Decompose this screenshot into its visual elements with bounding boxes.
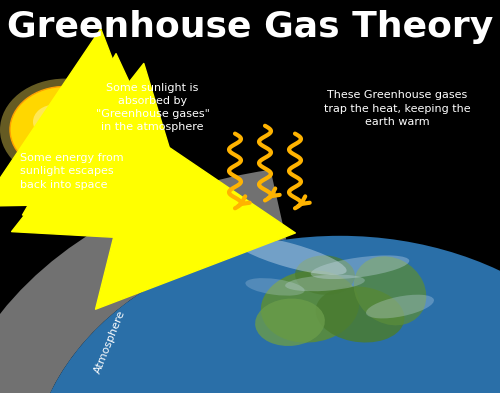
Text: Atmosphere: Atmosphere	[92, 309, 128, 375]
Circle shape	[30, 236, 500, 393]
Ellipse shape	[285, 275, 365, 291]
Ellipse shape	[366, 295, 434, 318]
Text: Greenhouse Gas Theory: Greenhouse Gas Theory	[7, 10, 493, 44]
Text: Some sunlight is
absorbed by
"Greenhouse gases"
in the atmosphere: Some sunlight is absorbed by "Greenhouse…	[96, 83, 210, 132]
Wedge shape	[0, 170, 286, 393]
Ellipse shape	[246, 278, 304, 296]
Circle shape	[0, 79, 130, 181]
Ellipse shape	[354, 256, 426, 325]
Ellipse shape	[316, 286, 404, 343]
Text: These Greenhouse gases
trap the heat, keeping the
earth warm: These Greenhouse gases trap the heat, ke…	[324, 90, 471, 127]
Circle shape	[10, 86, 120, 173]
Ellipse shape	[261, 270, 359, 343]
Ellipse shape	[234, 236, 346, 275]
Text: Some energy from
sunlight escapes
back into space: Some energy from sunlight escapes back i…	[20, 153, 124, 190]
Ellipse shape	[295, 255, 355, 295]
Ellipse shape	[255, 299, 325, 346]
Circle shape	[33, 105, 77, 139]
Ellipse shape	[310, 255, 410, 279]
